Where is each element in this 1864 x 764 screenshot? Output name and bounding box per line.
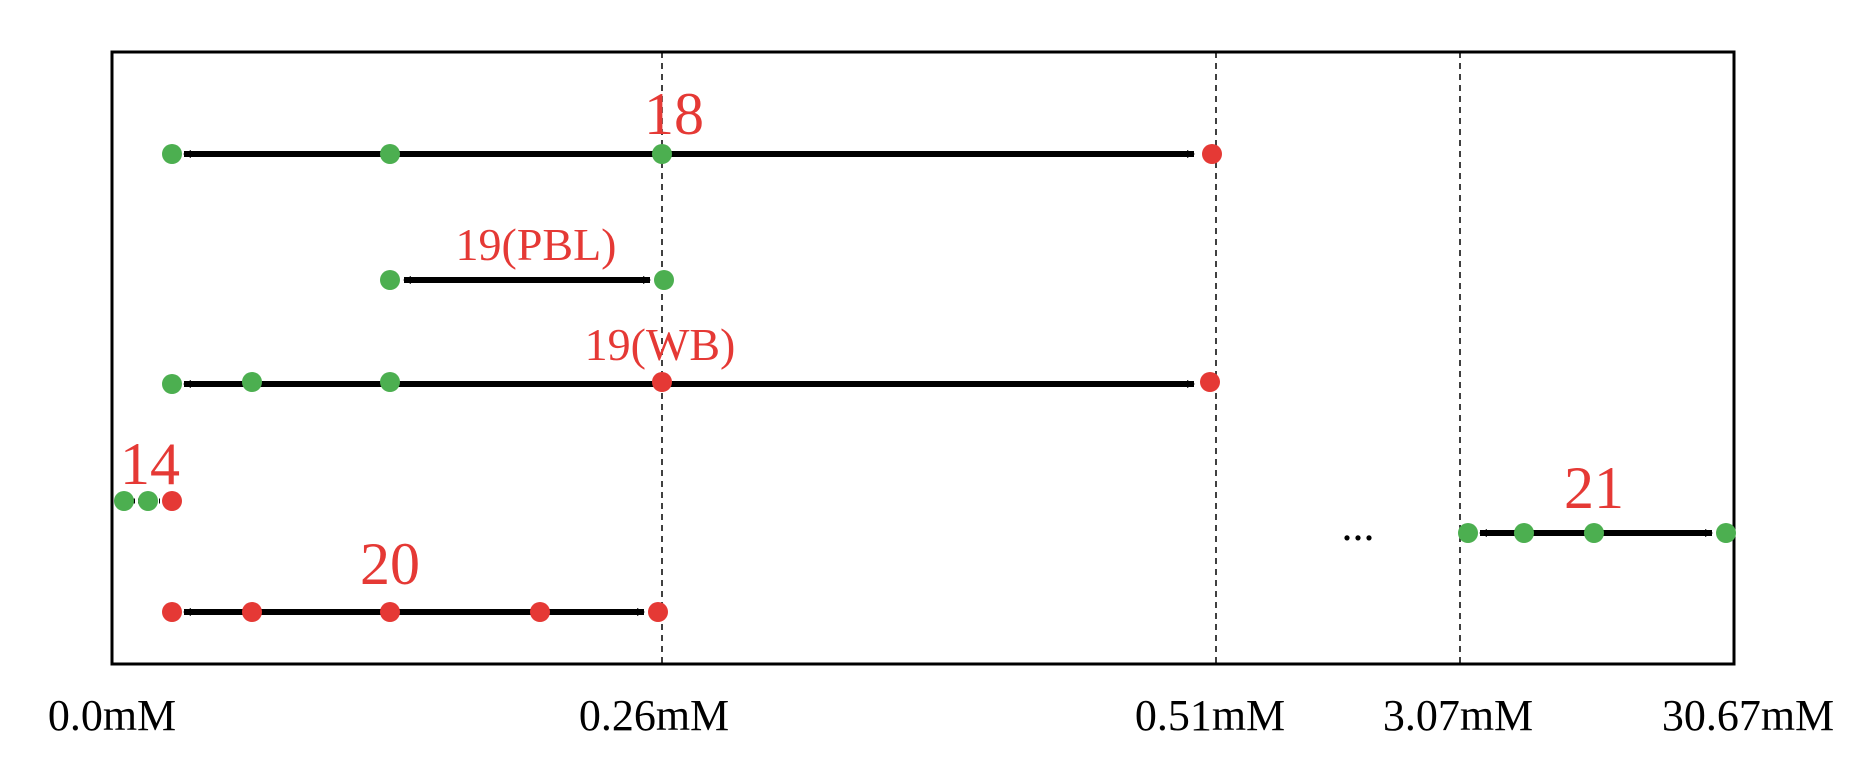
point-21-2 (1514, 523, 1534, 543)
row-label-19wb: 19(WB) (585, 319, 736, 370)
row-label-14: 14 (120, 431, 180, 497)
row-label-21: 21 (1564, 455, 1624, 521)
axis-label-1: 0.26mM (579, 691, 729, 740)
point-14-3 (162, 491, 182, 511)
row-label-19pbl: 19(PBL) (456, 219, 617, 270)
point-20-4 (530, 602, 550, 622)
point-19wb-5 (1200, 372, 1220, 392)
row-label-18: 18 (644, 81, 704, 147)
point-20-3 (380, 602, 400, 622)
point-19wb-4 (652, 372, 672, 392)
axis-label-2: 0.51mM (1135, 691, 1285, 740)
ellipsis: ... (1342, 501, 1375, 550)
row-label-20: 20 (360, 531, 420, 597)
axis-label-0: 0.0mM (48, 691, 176, 740)
axis-label-3: 3.07mM (1383, 691, 1533, 740)
point-20-2 (242, 602, 262, 622)
point-14-1 (114, 491, 134, 511)
point-20-5 (648, 602, 668, 622)
point-19wb-2 (242, 372, 262, 392)
point-14-2 (138, 491, 158, 511)
point-21-4 (1716, 523, 1736, 543)
axis-label-4: 30.67mM (1662, 691, 1834, 740)
point-18-4 (1202, 144, 1222, 164)
point-21-3 (1584, 523, 1604, 543)
point-20-1 (162, 602, 182, 622)
point-21-1 (1458, 523, 1478, 543)
point-19wb-3 (380, 372, 400, 392)
point-18-3 (652, 144, 672, 164)
plot-frame (110, 50, 1736, 666)
point-19pbl-2 (654, 270, 674, 290)
point-19pbl-1 (380, 270, 400, 290)
point-19wb-1 (162, 374, 182, 394)
point-18-2 (380, 144, 400, 164)
point-18-1 (162, 144, 182, 164)
